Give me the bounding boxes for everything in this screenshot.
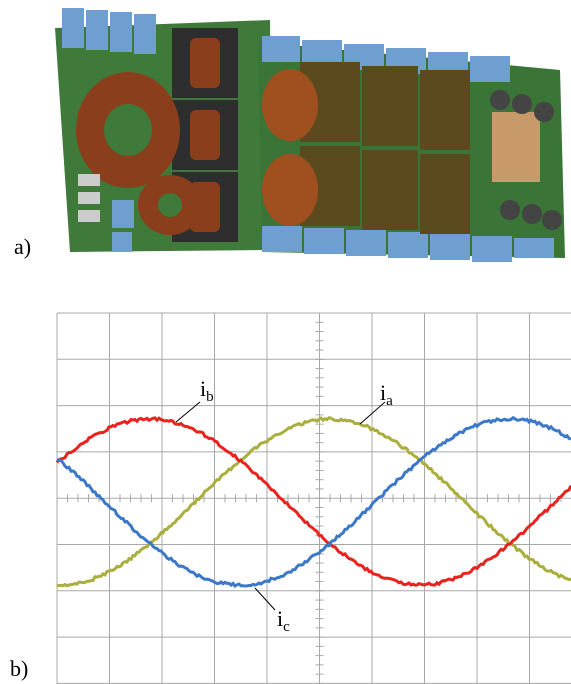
panel-label: b) bbox=[10, 656, 28, 681]
trace-label: ib bbox=[200, 376, 214, 405]
trace-label: ia bbox=[380, 380, 393, 409]
trace bbox=[57, 418, 571, 586]
traces bbox=[57, 418, 571, 586]
trace-label: ic bbox=[277, 606, 290, 635]
board-photo bbox=[55, 8, 565, 262]
trace bbox=[57, 418, 571, 586]
trace bbox=[57, 418, 571, 585]
panel-label: a) bbox=[14, 234, 31, 259]
scope-grid bbox=[57, 313, 571, 684]
figure: a) ia ib ic b) bbox=[0, 0, 571, 684]
